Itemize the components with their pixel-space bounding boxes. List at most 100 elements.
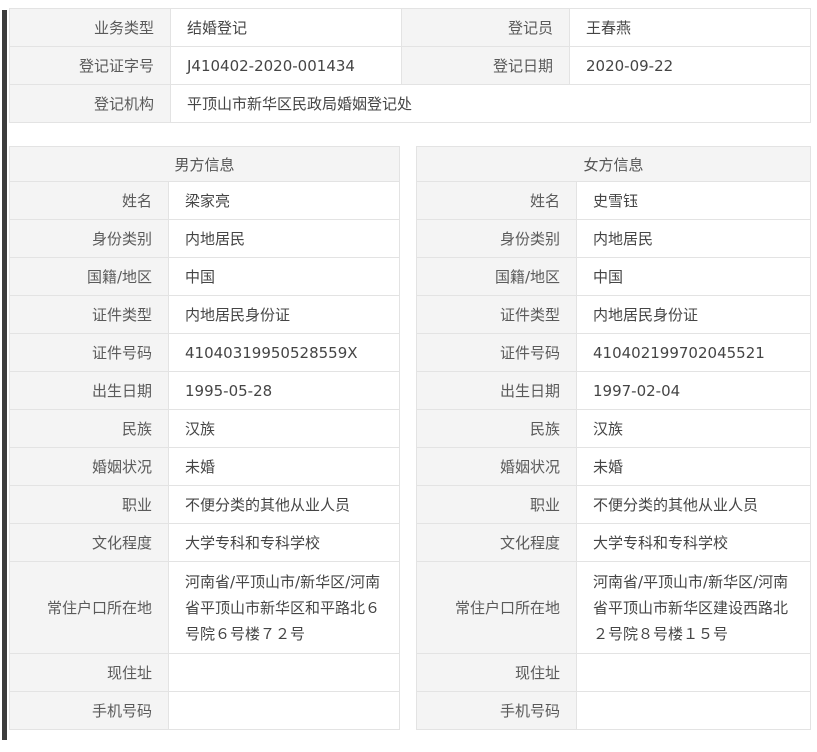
table-row: 现住址 [9,653,401,692]
field-value: 大学专科和专科学校 [167,523,401,562]
table-row: 手机号码 [416,691,812,730]
agency-label: 登记机构 [9,84,171,123]
field-label: 国籍/地区 [416,257,577,296]
table-row: 民族 汉族 [9,409,401,448]
male-info-panel: 男方信息 姓名 梁家亮 身份类别 内地居民 国籍/地区 中国 证件类型 内地居民… [8,146,401,730]
table-row: 身份类别 内地居民 [416,219,812,258]
registration-summary-table: 业务类型 结婚登记 登记员 王春燕 登记证字号 J410402-2020-001… [9,8,811,123]
field-label: 手机号码 [9,691,169,730]
field-value: 汉族 [575,409,812,448]
field-label: 职业 [9,485,169,524]
table-row: 手机号码 [9,691,401,730]
female-info-title: 女方信息 [415,146,812,182]
business-type-value: 结婚登记 [170,8,402,47]
field-label: 证件类型 [9,295,169,334]
table-row: 文化程度 大学专科和专科学校 [9,523,401,562]
table-row: 国籍/地区 中国 [9,257,401,296]
table-row: 业务类型 结婚登记 登记员 王春燕 [9,8,811,47]
field-label: 身份类别 [416,219,577,258]
table-row: 证件类型 内地居民身份证 [416,295,812,334]
table-row: 登记机构 平顶山市新华区民政局婚姻登记处 [9,84,811,123]
female-info-panel: 女方信息 姓名 史雪钰 身份类别 内地居民 国籍/地区 中国 证件类型 内地居民… [415,146,812,730]
field-label: 证件类型 [416,295,577,334]
table-row: 姓名 梁家亮 [9,181,401,220]
field-value: 1997-02-04 [575,371,812,410]
male-info-table: 男方信息 姓名 梁家亮 身份类别 内地居民 国籍/地区 中国 证件类型 内地居民… [8,146,401,730]
field-value: 河南省/平顶山市/新华区/河南省平顶山市新华区建设西路北２号院８号楼１５号 [575,561,812,654]
table-row: 常住户口所在地 河南省/平顶山市/新华区/河南省平顶山市新华区和平路北６号院６号… [9,561,401,654]
field-label: 文化程度 [416,523,577,562]
table-row: 职业 不便分类的其他从业人员 [416,485,812,524]
agency-value: 平顶山市新华区民政局婚姻登记处 [170,84,811,123]
field-value: 内地居民 [575,219,812,258]
field-label: 婚姻状况 [416,447,577,486]
field-value [575,653,812,692]
field-label: 手机号码 [416,691,577,730]
table-row: 证件号码 41040319950528559X [9,333,401,372]
table-row: 证件类型 内地居民身份证 [9,295,401,334]
field-value [167,653,401,692]
reg-date-value: 2020-09-22 [569,46,811,85]
field-value [167,691,401,730]
field-label: 证件号码 [9,333,169,372]
table-row: 身份类别 内地居民 [9,219,401,258]
table-row: 婚姻状况 未婚 [9,447,401,486]
table-row: 国籍/地区 中国 [416,257,812,296]
field-label: 婚姻状况 [9,447,169,486]
female-info-table: 女方信息 姓名 史雪钰 身份类别 内地居民 国籍/地区 中国 证件类型 内地居民… [415,146,812,730]
field-value: 未婚 [575,447,812,486]
field-value: 不便分类的其他从业人员 [167,485,401,524]
business-type-label: 业务类型 [9,8,171,47]
table-header-row: 男方信息 [8,146,401,182]
field-value: 未婚 [167,447,401,486]
field-label: 民族 [416,409,577,448]
field-label: 现住址 [9,653,169,692]
table-row: 证件号码 410402199702045521 [416,333,812,372]
field-label: 职业 [416,485,577,524]
field-label: 出生日期 [9,371,169,410]
field-value: 大学专科和专科学校 [575,523,812,562]
table-row: 现住址 [416,653,812,692]
registrar-value: 王春燕 [569,8,811,47]
field-label: 常住户口所在地 [9,561,169,654]
field-value: 1995-05-28 [167,371,401,410]
field-label: 姓名 [9,181,169,220]
field-value [575,691,812,730]
field-label: 常住户口所在地 [416,561,577,654]
field-label: 身份类别 [9,219,169,258]
table-row: 婚姻状况 未婚 [416,447,812,486]
field-value: 中国 [575,257,812,296]
field-value: 梁家亮 [167,181,401,220]
field-value: 内地居民 [167,219,401,258]
field-label: 文化程度 [9,523,169,562]
cert-no-label: 登记证字号 [9,46,171,85]
field-value: 中国 [167,257,401,296]
field-value: 410402199702045521 [575,333,812,372]
field-value: 41040319950528559X [167,333,401,372]
cert-no-value: J410402-2020-001434 [170,46,402,85]
table-row: 职业 不便分类的其他从业人员 [9,485,401,524]
reg-date-label: 登记日期 [401,46,570,85]
field-value: 史雪钰 [575,181,812,220]
left-edge-strip [2,10,7,740]
field-value: 河南省/平顶山市/新华区/河南省平顶山市新华区和平路北６号院６号楼７２号 [167,561,401,654]
table-row: 民族 汉族 [416,409,812,448]
table-header-row: 女方信息 [415,146,812,182]
field-label: 民族 [9,409,169,448]
field-value: 内地居民身份证 [575,295,812,334]
field-label: 现住址 [416,653,577,692]
table-row: 出生日期 1997-02-04 [416,371,812,410]
table-row: 文化程度 大学专科和专科学校 [416,523,812,562]
field-label: 姓名 [416,181,577,220]
table-row: 姓名 史雪钰 [416,181,812,220]
field-value: 不便分类的其他从业人员 [575,485,812,524]
field-label: 出生日期 [416,371,577,410]
table-row: 出生日期 1995-05-28 [9,371,401,410]
registrar-label: 登记员 [401,8,570,47]
field-label: 证件号码 [416,333,577,372]
table-row: 常住户口所在地 河南省/平顶山市/新华区/河南省平顶山市新华区建设西路北２号院８… [416,561,812,654]
field-value: 内地居民身份证 [167,295,401,334]
male-info-title: 男方信息 [8,146,401,182]
field-label: 国籍/地区 [9,257,169,296]
